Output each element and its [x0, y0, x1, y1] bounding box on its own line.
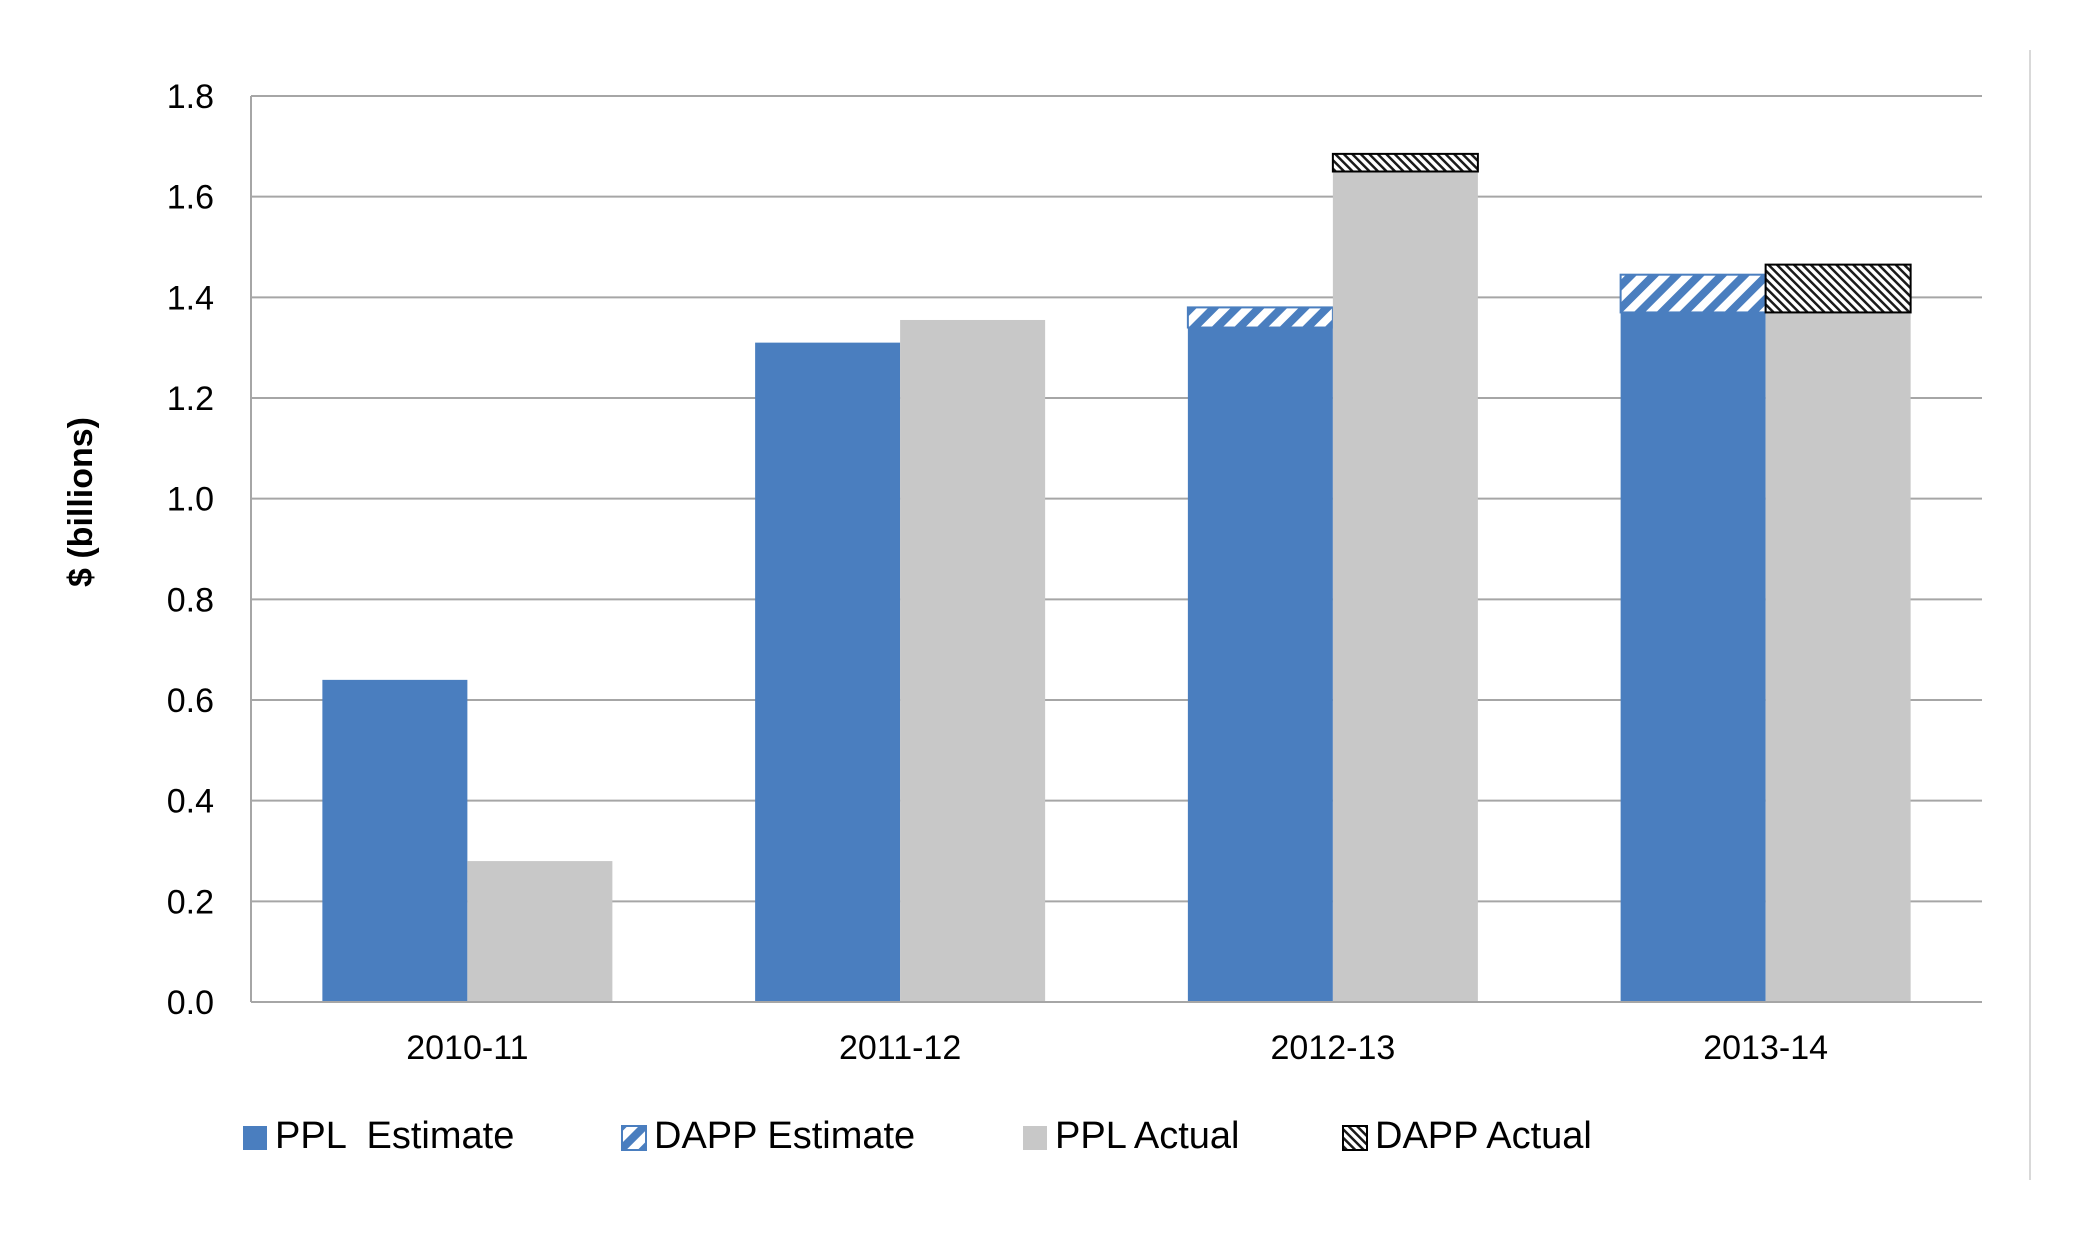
- legend-swatch: [1023, 1126, 1047, 1150]
- x-tick-label: 2012-13: [1270, 1029, 1395, 1067]
- bar-ppl-actual: [1765, 312, 1911, 1002]
- y-tick-label: 1.0: [167, 481, 214, 519]
- legend-swatch: [1342, 1125, 1368, 1151]
- bar-ppl-estimate: [1620, 312, 1766, 1002]
- legend: PPL Estimate DAPP Estimate PPL Actual DAPP …: [243, 1115, 1592, 1157]
- y-tick-label: 0.6: [167, 682, 214, 720]
- y-tick-label: 1.4: [167, 279, 214, 317]
- y-tick-label: 0.0: [167, 984, 214, 1022]
- bar-ppl-actual: [900, 319, 1046, 1002]
- legend-label: PPL Estimate: [275, 1115, 514, 1157]
- legend-label: DAPP Estimate: [654, 1115, 915, 1157]
- bar-ppl-actual: [1332, 171, 1478, 1002]
- bar-dapp-actual: [1331, 152, 1479, 173]
- x-tick-label: 2013-14: [1703, 1029, 1828, 1067]
- legend-label: DAPP Actual: [1375, 1115, 1592, 1157]
- y-tick-label: 1.2: [167, 380, 214, 418]
- y-tick-label: 0.8: [167, 581, 214, 619]
- y-tick-label: 0.2: [167, 883, 214, 921]
- y-tick-label: 1.6: [167, 179, 214, 217]
- bar-ppl-estimate: [322, 679, 468, 1002]
- x-tick-label: 2010-11: [406, 1029, 528, 1067]
- bar-dapp-estimate: [1186, 306, 1334, 329]
- legend-swatch: [243, 1126, 267, 1150]
- bar-dapp-actual: [1764, 263, 1912, 314]
- legend-swatch: [621, 1125, 647, 1151]
- y-axis-label: $ (billions): [62, 417, 100, 587]
- y-tick-label: 1.8: [167, 78, 214, 116]
- bar-ppl-actual: [467, 861, 613, 1002]
- legend-label: PPL Actual: [1055, 1115, 1240, 1157]
- axes: 0.0 0.2 0.4 0.6 0.8 1.0 1.2 1.4 1.6 1.8 2010-11 201…: [167, 78, 1982, 1067]
- bar-ppl-estimate: [1187, 327, 1333, 1002]
- x-tick-label: 2011-12: [839, 1029, 961, 1067]
- bars: [322, 152, 1912, 1003]
- y-tick-label: 0.4: [167, 783, 214, 821]
- bar-dapp-estimate: [1619, 273, 1767, 314]
- bar-ppl-estimate: [755, 342, 901, 1003]
